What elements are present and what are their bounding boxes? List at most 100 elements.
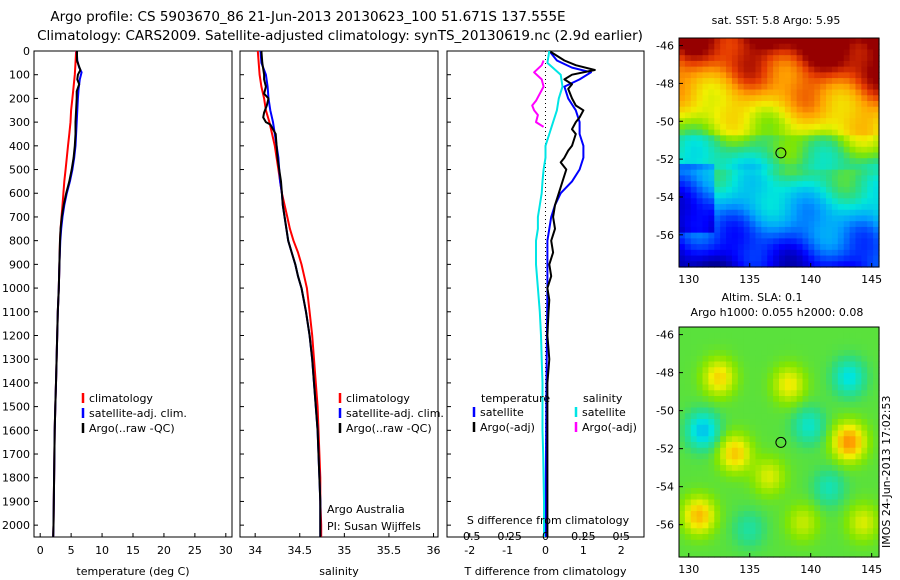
- heatmap-cell: [779, 100, 786, 108]
- heatmap-cell: [696, 361, 704, 368]
- heatmap-cell: [849, 118, 857, 125]
- heatmap-cell: [873, 361, 880, 368]
- heatmap-cell: [826, 135, 833, 142]
- heatmap-cell: [690, 135, 698, 142]
- heatmap-cell: [849, 373, 857, 380]
- heatmap-cell: [702, 350, 710, 357]
- heatmap-cell: [684, 528, 692, 535]
- heatmap-cell: [814, 476, 821, 483]
- heatmap-cell: [849, 545, 857, 552]
- heatmap-cell: [702, 516, 710, 524]
- heatmap-cell: [767, 327, 774, 334]
- heatmap-cell: [773, 459, 780, 466]
- heatmap-cell: [826, 482, 833, 489]
- heatmap-cell: [808, 401, 815, 409]
- heatmap-cell: [702, 396, 710, 403]
- heatmap-cell: [826, 332, 833, 340]
- heatmap-cell: [767, 78, 774, 85]
- heatmap-cell: [779, 545, 786, 552]
- heatmap-cell: [808, 49, 815, 56]
- y-tick-label: 1800: [2, 472, 30, 485]
- heatmap-cell: [837, 129, 845, 136]
- heatmap-cell: [755, 238, 762, 245]
- heatmap-cell: [773, 175, 780, 182]
- heatmap-cell: [814, 158, 821, 165]
- heatmap-cell: [779, 327, 786, 334]
- heatmap-cell: [814, 551, 821, 558]
- heatmap-cell: [802, 232, 810, 239]
- heatmap-cell: [708, 89, 715, 96]
- heatmap-cell: [831, 66, 839, 73]
- heatmap-cell: [761, 118, 768, 125]
- heatmap-cell: [837, 186, 845, 194]
- heatmap-cell: [861, 209, 868, 217]
- heatmap-cell: [873, 226, 880, 234]
- heatmap-cell: [679, 378, 686, 386]
- heatmap-cell: [814, 344, 821, 351]
- heatmap-cell: [796, 255, 804, 262]
- heatmap-cell: [690, 141, 698, 148]
- y-tick-label: 800: [9, 235, 30, 248]
- heatmap-cell: [849, 106, 857, 114]
- heatmap-cell: [714, 215, 721, 222]
- heatmap-cell: [737, 488, 745, 495]
- heatmap-cell: [726, 424, 733, 432]
- heatmap-cell: [784, 123, 792, 131]
- heatmap-cell: [802, 72, 810, 79]
- heatmap-cell: [720, 528, 727, 535]
- heatmap-cell: [843, 482, 851, 489]
- heatmap-cell: [784, 407, 792, 414]
- heatmap-cell: [767, 476, 774, 483]
- heatmap-cell: [761, 141, 768, 148]
- heatmap-cell: [755, 106, 762, 114]
- heatmap-cell: [684, 192, 692, 199]
- heatmap-cell: [773, 181, 780, 188]
- heatmap-cell: [867, 198, 874, 205]
- heatmap-cell: [861, 186, 868, 194]
- heatmap-cell: [743, 238, 751, 245]
- heatmap-cell: [831, 112, 839, 119]
- heatmap-cell: [755, 226, 762, 234]
- heatmap-cell: [796, 465, 804, 472]
- heatmap-cell: [790, 135, 798, 142]
- heatmap-cell: [702, 332, 710, 340]
- x2-tick-label: 0.5: [613, 530, 631, 543]
- heatmap-cell: [784, 378, 792, 386]
- heatmap-cell: [755, 493, 762, 501]
- heatmap-cell: [826, 424, 833, 432]
- heatmap-cell: [814, 123, 821, 131]
- legend-title: salinity: [583, 392, 623, 405]
- heatmap-cell: [814, 401, 821, 409]
- heatmap-cell: [761, 470, 768, 478]
- heatmap-cell: [867, 43, 874, 51]
- heatmap-cell: [820, 545, 827, 552]
- heatmap-cell: [749, 459, 757, 466]
- heatmap-cell: [802, 255, 810, 262]
- heatmap-cell: [720, 436, 727, 443]
- heatmap-cell: [826, 551, 833, 558]
- heatmap-cell: [843, 158, 851, 165]
- y-tick-label: 2000: [2, 519, 30, 532]
- heatmap-cell: [755, 95, 762, 102]
- heatmap-cell: [731, 367, 739, 374]
- heatmap-cell: [684, 367, 692, 374]
- heatmap-cell: [808, 499, 815, 506]
- heatmap-cell: [790, 215, 798, 222]
- heatmap-cell: [796, 453, 804, 460]
- heatmap-cell: [831, 192, 839, 199]
- heatmap-cell: [761, 83, 768, 91]
- x-tick-label: 36: [427, 544, 441, 557]
- heatmap-cell: [720, 238, 727, 245]
- heatmap-cell: [855, 66, 862, 73]
- heatmap-cell: [755, 38, 762, 45]
- heatmap-cell: [790, 221, 798, 228]
- heatmap-cell: [837, 401, 845, 409]
- heatmap-cell: [743, 72, 751, 79]
- heatmap-cell: [767, 175, 774, 182]
- heatmap-cell: [726, 186, 733, 194]
- heatmap-cell: [855, 361, 862, 368]
- heatmap-cell: [784, 232, 792, 239]
- heatmap-cell: [837, 66, 845, 73]
- heatmap-cell: [684, 249, 692, 257]
- heatmap-cell: [761, 407, 768, 414]
